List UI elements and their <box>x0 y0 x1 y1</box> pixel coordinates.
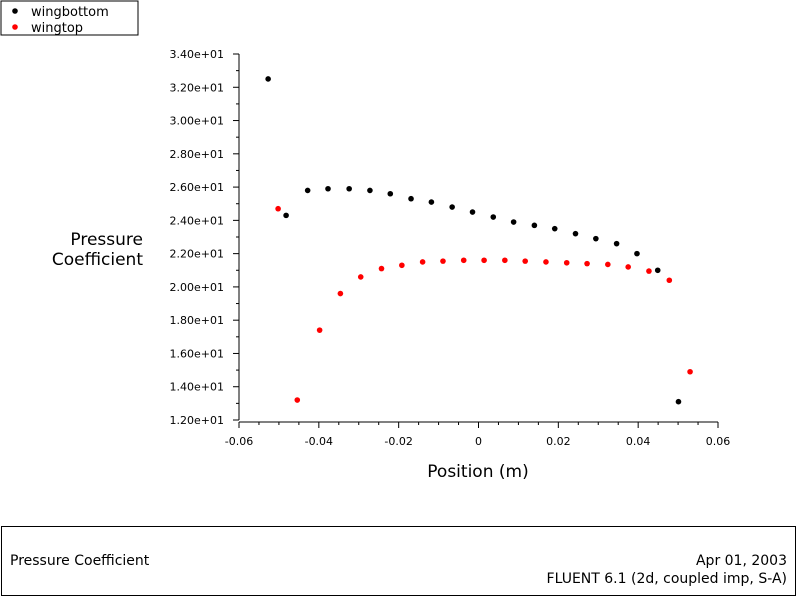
point-wingtop <box>481 257 487 264</box>
y-tick-label: 2.40e+01 <box>170 214 224 227</box>
point-wingtop <box>275 205 281 212</box>
point-wingtop <box>337 290 344 297</box>
pressure-coefficient-plot: wingbottom wingtop 1.20e+01 1.40e+01 1.60e… <box>0 0 730 482</box>
point-wingbottom <box>613 240 620 247</box>
x-axis-title: Position (m) <box>427 462 528 482</box>
legend-label-wingbottom: wingbottom <box>31 5 109 20</box>
y-axis-title-line-2: Coefficient <box>52 250 143 270</box>
y-tick-label: 2.60e+01 <box>170 181 224 194</box>
point-wingtop <box>357 274 364 280</box>
point-wingtop <box>294 397 301 403</box>
point-wingbottom <box>551 225 558 232</box>
footer-date: Apr 01, 2003 <box>695 553 787 569</box>
point-wingbottom <box>428 199 435 205</box>
point-wingbottom <box>367 187 373 194</box>
point-wingtop <box>666 277 673 284</box>
point-wingbottom <box>531 222 538 229</box>
point-wingtop <box>625 264 631 270</box>
x-tick-label: -0.06 <box>225 435 253 448</box>
x-tick-label: 0 <box>475 435 482 448</box>
point-wingbottom <box>408 195 414 202</box>
point-wingtop <box>646 268 652 274</box>
y-axis-title-line-1: Pressure <box>70 230 143 250</box>
point-wingbottom <box>265 76 271 82</box>
point-wingbottom <box>634 250 640 257</box>
y-tick-label: 3.00e+01 <box>170 115 224 128</box>
footer-panel: Pressure Coefficient Apr 01, 2003 FLUENT… <box>1 526 796 596</box>
point-wingtop <box>419 259 426 265</box>
point-wingtop <box>687 368 693 375</box>
point-wingbottom <box>325 185 331 192</box>
point-wingbottom <box>572 230 579 237</box>
point-wingbottom <box>469 209 476 215</box>
point-wingbottom <box>304 187 311 194</box>
point-wingbottom <box>593 235 599 242</box>
point-wingbottom <box>510 219 517 225</box>
x-tick-label: 0.04 <box>626 435 651 448</box>
point-wingtop <box>605 261 611 268</box>
point-wingtop <box>460 257 467 264</box>
y-tick-label: 3.40e+01 <box>170 48 224 61</box>
y-tick-label: 2.20e+01 <box>170 248 224 261</box>
point-wingtop <box>502 257 508 264</box>
point-wingbottom <box>346 185 352 192</box>
point-wingtop <box>378 265 385 272</box>
y-tick-label: 1.40e+01 <box>170 381 224 394</box>
point-wingbottom <box>449 204 455 210</box>
data-points <box>265 76 693 405</box>
point-wingtop <box>440 258 446 264</box>
legend-marker-wingbottom <box>12 8 18 14</box>
y-axis-ticks: 1.20e+01 1.40e+01 1.60e+01 1.80e+01 2.00e+01… <box>170 48 239 427</box>
legend-marker-wingtop <box>12 24 18 30</box>
y-tick-label: 1.20e+01 <box>170 414 224 427</box>
point-wingtop <box>522 258 529 264</box>
point-wingtop <box>399 262 405 269</box>
point-wingbottom <box>654 267 661 274</box>
x-axis-ticks: -0.06 -0.04 -0.02 0 0.02 0.04 0.06 <box>225 422 730 448</box>
x-tick-label: -0.02 <box>384 435 412 448</box>
footer-solver-info: FLUENT 6.1 (2d, coupled imp, S-A) <box>546 571 787 587</box>
x-tick-label: -0.04 <box>305 435 333 448</box>
x-tick-label: 0.06 <box>706 435 731 448</box>
y-tick-label: 3.20e+01 <box>170 81 224 94</box>
point-wingbottom <box>387 190 394 197</box>
point-wingbottom <box>283 212 289 219</box>
legend-box <box>0 0 139 36</box>
y-tick-label: 1.80e+01 <box>170 314 224 327</box>
y-tick-label: 1.60e+01 <box>170 347 224 360</box>
point-wingtop <box>316 327 323 333</box>
point-wingtop <box>543 259 549 265</box>
legend-label-wingtop: wingtop <box>31 21 83 36</box>
x-tick-label: 0.02 <box>546 435 571 448</box>
y-tick-label: 2.80e+01 <box>170 148 224 161</box>
point-wingtop <box>584 260 590 267</box>
y-tick-label: 2.00e+01 <box>170 281 224 294</box>
footer-plot-title: Pressure Coefficient <box>10 553 150 569</box>
point-wingbottom <box>675 398 682 405</box>
point-wingbottom <box>490 214 497 220</box>
point-wingtop <box>563 259 570 266</box>
